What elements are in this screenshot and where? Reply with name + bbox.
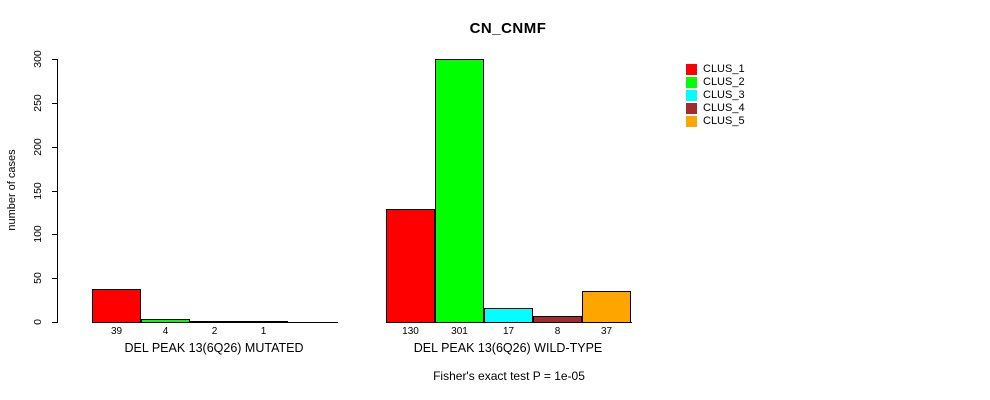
- bar-clus_2-wild-type: [435, 59, 484, 323]
- y-tick-mark: [52, 147, 57, 148]
- bar-clus_5-wild-type: [582, 291, 631, 323]
- bar-clus_3-mutated: [190, 321, 239, 323]
- legend-item-clus_4: CLUS_4: [686, 102, 745, 115]
- legend-item-clus_2: CLUS_2: [686, 76, 745, 89]
- bar-clus_3-wild-type: [484, 308, 533, 323]
- legend-item-clus_3: CLUS_3: [686, 89, 745, 102]
- bar-value-label: 37: [600, 326, 613, 337]
- y-tick-label: 100: [32, 225, 44, 243]
- legend-swatch-icon: [686, 64, 697, 75]
- bar-clus_4-wild-type: [533, 316, 582, 323]
- legend-label: CLUS_3: [703, 89, 745, 101]
- y-tick-label: 150: [32, 182, 44, 200]
- chart-title: CN_CNMF: [469, 20, 547, 37]
- y-tick-mark: [52, 322, 57, 323]
- bar-value-label: 39: [110, 326, 123, 337]
- y-tick-mark: [52, 59, 57, 60]
- group-label-wild-type: DEL PEAK 13(6Q26) WILD-TYPE: [413, 341, 603, 355]
- bar-value-label: 301: [451, 326, 468, 337]
- legend-swatch-icon: [686, 90, 697, 101]
- fisher-test-caption: Fisher's exact test P = 1e-05: [433, 369, 585, 383]
- y-axis-line: [57, 59, 58, 323]
- y-tick-mark: [52, 234, 57, 235]
- bar-clus_1-mutated: [92, 289, 141, 323]
- y-tick-label: 0: [32, 319, 44, 325]
- bar-clus_4-mutated: [239, 321, 288, 323]
- bar-value-label: 17: [502, 326, 515, 337]
- y-tick-label: 300: [32, 50, 44, 68]
- legend-item-clus_5: CLUS_5: [686, 115, 745, 128]
- legend: CLUS_1 CLUS_2 CLUS_3 CLUS_4 CLUS_5: [686, 63, 745, 128]
- legend-label: CLUS_1: [703, 63, 745, 75]
- bar-clus_5-mutated: [288, 322, 337, 323]
- y-tick-mark: [52, 278, 57, 279]
- y-tick-label: 200: [32, 138, 44, 156]
- legend-swatch-icon: [686, 77, 697, 88]
- legend-item-clus_1: CLUS_1: [686, 63, 745, 76]
- bar-value-label: 2: [211, 326, 218, 337]
- y-axis-title: number of cases: [6, 149, 18, 231]
- bar-value-label: 1: [260, 326, 267, 337]
- legend-swatch-icon: [686, 116, 697, 127]
- group-label-mutated: DEL PEAK 13(6Q26) MUTATED: [124, 341, 304, 355]
- bar-value-label: 8: [554, 326, 561, 337]
- legend-label: CLUS_2: [703, 76, 745, 88]
- bar-value-label: 130: [402, 326, 419, 337]
- y-tick-label: 50: [32, 272, 44, 284]
- bar-clus_2-mutated: [141, 319, 190, 323]
- bar-value-label: 4: [162, 326, 169, 337]
- y-tick-label: 250: [32, 94, 44, 112]
- y-tick-mark: [52, 103, 57, 104]
- legend-swatch-icon: [686, 103, 697, 114]
- y-tick-mark: [52, 191, 57, 192]
- legend-label: CLUS_5: [703, 115, 745, 127]
- bar-clus_1-wild-type: [386, 209, 435, 323]
- legend-label: CLUS_4: [703, 102, 745, 114]
